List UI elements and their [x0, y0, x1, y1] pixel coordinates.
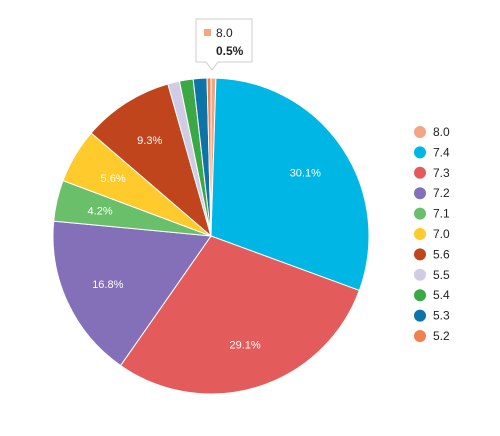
legend-label-8-0[interactable]: 8.0: [433, 125, 450, 139]
legend-label-5-2[interactable]: 5.2: [433, 329, 450, 343]
legend-swatch-5-6[interactable]: [414, 248, 426, 261]
pie-slice-7-3[interactable]: [119, 235, 360, 395]
pie-slice-labels: 30.1% 29.1% 16.8% 4.2% 5.6% 9.3%: [88, 135, 322, 351]
legend-swatch-7-1[interactable]: [414, 207, 426, 220]
legend-swatch-5-4[interactable]: [414, 289, 426, 302]
tooltip: 8.0 0.5%: [195, 18, 253, 71]
legend-label-7-4[interactable]: 7.4: [433, 145, 450, 159]
legend-label-5-6[interactable]: 5.6: [433, 247, 450, 261]
legend-label-7-3[interactable]: 7.3: [433, 166, 450, 180]
slice-label-7-0: 5.6%: [101, 173, 126, 185]
legend-swatch-7-0[interactable]: [414, 228, 426, 240]
legend-label-7-2[interactable]: 7.2: [433, 186, 450, 200]
tooltip-series-label: 8.0: [216, 26, 233, 40]
slice-label-7-4: 30.1%: [290, 167, 321, 179]
legend: 8.0 7.4 7.3 7.2 7.1 7.0 5.6 5.5 5.4 5.3 5.2: [414, 125, 450, 343]
legend-swatch-5-3[interactable]: [414, 309, 426, 322]
legend-label-5-4[interactable]: 5.4: [433, 288, 450, 302]
legend-swatch-7-3[interactable]: [414, 166, 426, 179]
legend-swatch-5-2[interactable]: [414, 330, 426, 342]
slice-label-5-6: 9.3%: [137, 135, 162, 147]
legend-swatch-7-2[interactable]: [414, 187, 426, 200]
legend-swatch-5-5[interactable]: [414, 268, 426, 281]
pie-slice-5-2[interactable]: [206, 77, 212, 237]
pie-slice-7-4[interactable]: [210, 77, 370, 292]
legend-label-5-5[interactable]: 5.5: [433, 268, 450, 282]
slice-label-7-1: 4.2%: [88, 206, 113, 218]
slice-label-7-2: 16.8%: [92, 279, 123, 291]
legend-swatch-7-4[interactable]: [414, 146, 426, 159]
pie-slices: [52, 77, 370, 395]
pie-slice-5-6[interactable]: [90, 83, 212, 238]
legend-swatch-8-0[interactable]: [414, 126, 426, 138]
legend-label-7-0[interactable]: 7.0: [433, 227, 450, 241]
slice-label-7-3: 29.1%: [229, 340, 260, 352]
legend-label-5-3[interactable]: 5.3: [433, 309, 450, 323]
tooltip-value: 0.5%: [216, 44, 244, 58]
legend-label-7-1[interactable]: 7.1: [433, 207, 450, 221]
pie-slice-7-2[interactable]: [52, 220, 212, 367]
tooltip-swatch: [204, 29, 211, 36]
